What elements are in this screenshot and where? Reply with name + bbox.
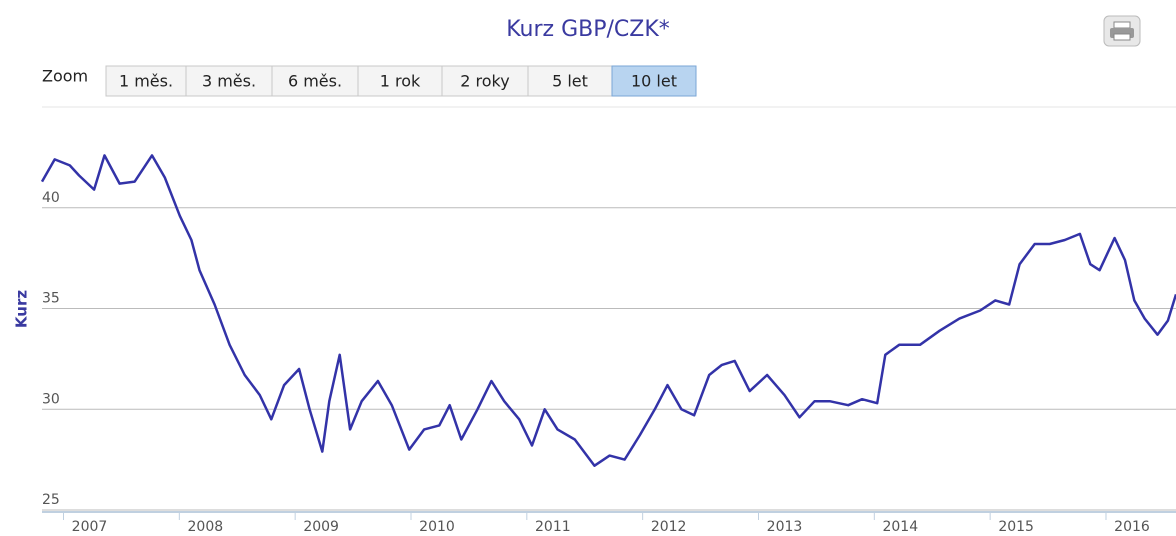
zoom-label: Zoom (42, 67, 88, 86)
x-tick-label: 2015 (998, 519, 1034, 535)
x-tick-label: 2011 (535, 519, 571, 535)
zoom-button[interactable]: 3 měs. (185, 65, 273, 97)
zoom-button-label: 1 rok (380, 72, 421, 91)
zoom-button[interactable]: 2 roky (441, 65, 529, 97)
zoom-button-bg (271, 65, 359, 97)
y-tick-label: 40 (42, 190, 60, 206)
zoom-button[interactable]: 1 rok (357, 65, 443, 97)
zoom-button-bg (105, 65, 187, 97)
x-tick-label: 2007 (72, 519, 108, 535)
zoom-button[interactable]: 10 let (611, 65, 697, 97)
zoom-button-bg (527, 65, 613, 97)
zoom-button[interactable]: 6 měs. (271, 65, 359, 97)
x-tick-label: 2012 (651, 519, 687, 535)
chart-title: Kurz GBP/CZK* (506, 17, 670, 42)
y-tick-label: 35 (42, 291, 60, 307)
zoom-button-label: 2 roky (460, 72, 509, 91)
y-axis-label: Kurz (13, 290, 31, 328)
data-line (40, 154, 1176, 467)
zoom-button-label: 3 měs. (202, 72, 256, 91)
x-tick-label: 2013 (767, 519, 803, 535)
zoom-button-bg (357, 65, 443, 97)
y-tick-label: 30 (42, 391, 60, 407)
zoom-button-bg (611, 65, 697, 97)
x-tick-label: 2010 (419, 519, 455, 535)
x-tick-label: 2014 (882, 519, 918, 535)
y-tick-label: 25 (42, 492, 60, 508)
zoom-buttons: 1 měs. 3 měs. 6 měs. 1 rok 2 roky 5 let 10 let (105, 65, 697, 97)
x-tick-label: 2016 (1114, 519, 1150, 535)
zoom-button-bg (441, 65, 529, 97)
zoom-button-label: 1 měs. (119, 72, 173, 91)
zoom-button-label: 10 let (631, 72, 677, 91)
zoom-button-label: 6 měs. (288, 72, 342, 91)
x-tick-label: 2009 (303, 519, 339, 535)
zoom-button[interactable]: 5 let (527, 65, 613, 97)
zoom-button-label: 5 let (552, 72, 588, 91)
x-tick-label: 2008 (188, 519, 224, 535)
zoom-button[interactable]: 1 měs. (105, 65, 187, 97)
print-button[interactable] (1103, 15, 1141, 47)
